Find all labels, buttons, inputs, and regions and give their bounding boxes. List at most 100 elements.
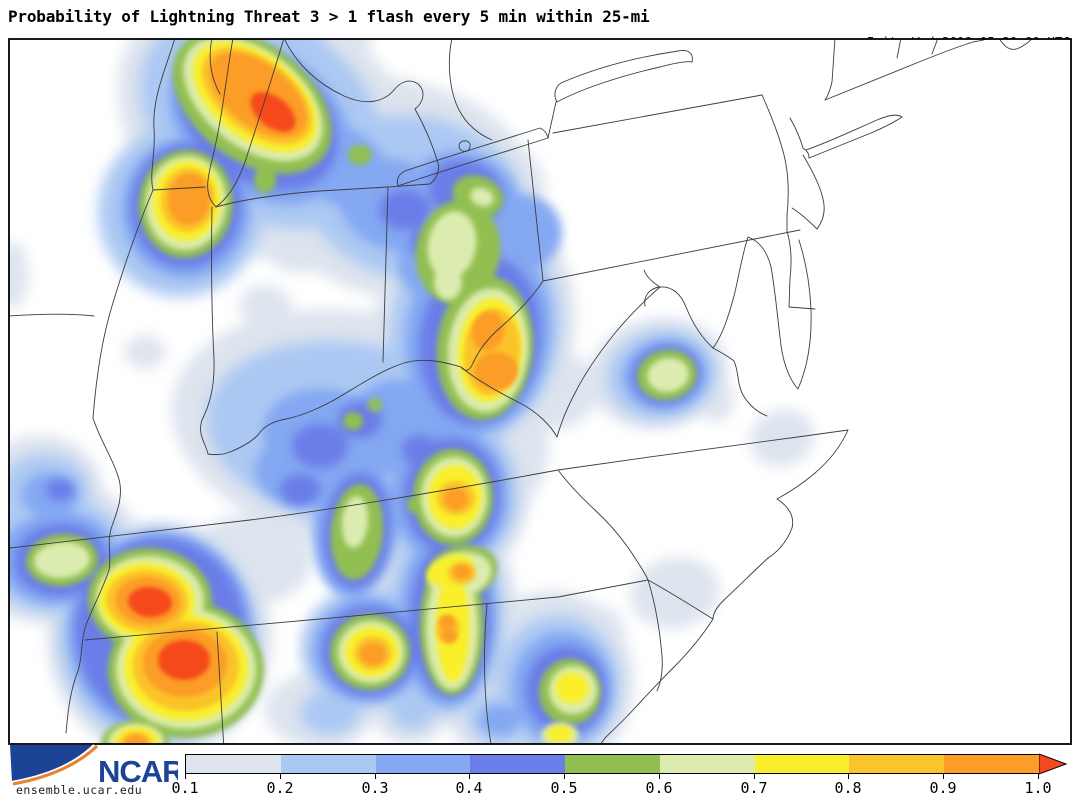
colorbar-segment-0.6: [659, 755, 755, 773]
colorbar-segment-0.2: [280, 755, 376, 773]
prob-blob: [125, 335, 165, 369]
boundary-ga-nc: [557, 579, 649, 598]
colorbar-tick: [943, 774, 944, 779]
boundary-ny-ct: [824, 39, 836, 101]
boundary-ri-ma: [931, 39, 939, 55]
delmarva-chesapeake: [712, 236, 812, 417]
prob-blob: [555, 672, 589, 704]
river-delaware: [761, 94, 789, 232]
prob-blob: [427, 211, 477, 279]
colorbar-segment-0.9: [944, 755, 1040, 773]
prob-blob: [9, 241, 28, 309]
lake-ontario: [554, 50, 693, 103]
colorbar-segment-0.7: [754, 755, 850, 773]
prob-blob: [630, 557, 720, 629]
ncar-logo-arc-orange: [12, 744, 99, 786]
prob-blob: [34, 541, 90, 579]
lake-erie: [396, 127, 549, 187]
state-boundaries: [9, 39, 1033, 744]
river-potomac: [643, 269, 714, 349]
prob-blob: [441, 629, 457, 643]
boundary-nc-sc: [647, 579, 714, 620]
site-url: ensemble.ucar.edu: [16, 783, 143, 797]
boundary-ny-pa: [552, 94, 763, 134]
colorbar-label-0.8: 0.8: [834, 779, 862, 797]
prob-contour-level-10: [128, 92, 296, 680]
coast-south-carolina: [600, 557, 769, 744]
lake-st-clair: [458, 140, 471, 152]
prob-blob: [300, 691, 360, 735]
boundary-delaware: [786, 230, 816, 310]
colorbar-tick: [375, 774, 376, 779]
colorbar-label-0.4: 0.4: [455, 779, 483, 797]
ncar-logo-text: NCAR: [98, 754, 178, 788]
prob-blob: [390, 694, 434, 730]
prob-blob: [434, 264, 462, 300]
prob-blob: [268, 227, 332, 273]
long-island: [789, 114, 903, 159]
green-bay: [209, 39, 221, 95]
prob-blob: [547, 725, 573, 743]
prob-blob: [254, 167, 276, 193]
page-title: Probability of Lightning Threat 3 > 1 fl…: [8, 7, 650, 26]
prob-blob: [292, 424, 348, 468]
coast-massachusetts: [966, 39, 1033, 50]
map-frame: [8, 38, 1072, 745]
ontario-shore: [448, 39, 493, 141]
colorbar-label-0.2: 0.2: [266, 779, 294, 797]
prob-blob: [125, 735, 147, 744]
prob-blob: [474, 352, 518, 390]
colorbar-tick: [185, 774, 186, 779]
colorbar-tick: [564, 774, 565, 779]
prob-blob: [250, 92, 296, 132]
ncar-logo: NCAR: [10, 744, 178, 788]
niagara-river: [547, 101, 557, 139]
boundary-va-nc: [557, 429, 849, 471]
prob-blob: [341, 496, 369, 548]
prob-blob: [647, 357, 689, 393]
colorbar-segment-0.1: [186, 755, 281, 773]
colorbar-segment-0.4: [470, 755, 566, 773]
boundary-ia-mo: [9, 313, 95, 317]
river-ohio-lower: [207, 359, 462, 456]
boundary-wv-va: [556, 286, 661, 438]
boundary-ky-va: [460, 366, 558, 438]
prob-blob: [280, 474, 320, 506]
prob-blob: [379, 190, 431, 230]
boundary-michigan-south: [215, 183, 431, 208]
colorbar-label-0.9: 0.9: [929, 779, 957, 797]
boundary-ct-ri: [896, 39, 902, 59]
colorbar-tick: [469, 774, 470, 779]
colorbar-segment-0.8: [849, 755, 945, 773]
coast-connecticut: [824, 43, 968, 101]
colorbar-tick: [659, 774, 660, 779]
prob-blob: [749, 409, 815, 467]
colorbar-segment-0.5: [565, 755, 660, 773]
boundary-il-in: [200, 206, 215, 455]
prob-blob: [480, 705, 520, 735]
coast-north-carolina: [767, 429, 849, 559]
boundary-wisconsin-west: [151, 39, 176, 191]
prob-blob: [470, 187, 494, 207]
boundary-wi-il: [152, 186, 206, 191]
colorbar-segment-0.3: [375, 755, 471, 773]
colorbar-label-0.3: 0.3: [361, 779, 389, 797]
colorbar-label-0.6: 0.6: [645, 779, 673, 797]
prob-blob: [128, 586, 172, 618]
prob-blob: [439, 615, 455, 629]
colorbar-arrow: [1039, 753, 1068, 775]
prob-blob: [368, 398, 382, 412]
colorbar-tick: [754, 774, 755, 779]
prob-blob: [348, 145, 372, 165]
river-ohio-upper: [460, 280, 544, 371]
colorbar-ticks: [185, 774, 1041, 780]
coast-new-jersey: [791, 154, 825, 230]
prob-blob: [158, 640, 210, 680]
colorbar: [185, 754, 1040, 774]
boundary-mason-dixon: [542, 229, 801, 282]
ncar-logo-arc-white: [11, 744, 95, 784]
colorbar-label-0.7: 0.7: [740, 779, 768, 797]
colorbar-labels: 0.1 0.2 0.3 0.4 0.5 0.6 0.7 0.8 0.9 1.0: [171, 779, 1051, 797]
colorbar-tick: [848, 774, 849, 779]
